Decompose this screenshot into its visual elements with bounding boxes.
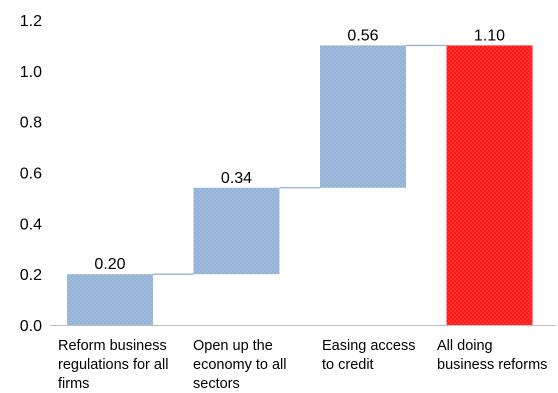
- increment-bar: [320, 45, 406, 188]
- data-label: 0.56: [347, 27, 378, 44]
- category-label: Open up the economy to all sectors: [193, 338, 287, 392]
- data-label: 1.10: [474, 27, 505, 44]
- total-bar: [446, 45, 533, 326]
- category-label: Reform business regulations for all firms: [58, 338, 168, 392]
- category-label-line: firms: [58, 376, 89, 392]
- category-label: Easing access to credit: [322, 338, 416, 373]
- category-label-line: Easing access: [322, 338, 416, 354]
- category-label-line: business reforms: [437, 357, 547, 373]
- data-label: 0.34: [221, 170, 252, 187]
- data-labels: 0.20 0.34 0.56 1.10: [94, 27, 505, 273]
- category-label-line: sectors: [193, 376, 240, 392]
- y-tick-label: 0.4: [20, 216, 42, 233]
- connector-lines: [153, 44, 447, 275]
- increment-bar: [67, 274, 153, 325]
- data-label: 0.20: [94, 256, 125, 273]
- bars: [67, 45, 533, 326]
- category-label-line: All doing: [437, 338, 493, 354]
- category-label-line: to credit: [322, 357, 374, 373]
- increment-bar: [193, 187, 280, 275]
- category-label: All doing business reforms: [437, 338, 547, 373]
- category-labels: Reform business regulations for all firms O…: [58, 338, 547, 392]
- category-label-line: regulations for all: [58, 357, 168, 373]
- y-axis: 0.0 0.2 0.4 0.6 0.8 1.0 1.2: [20, 13, 42, 335]
- y-tick-label: 0.6: [20, 166, 42, 183]
- y-tick-label: 0.8: [20, 115, 42, 132]
- y-tick-label: 0.2: [20, 267, 42, 284]
- y-tick-label: 0.0: [20, 318, 42, 335]
- category-label-line: Reform business: [58, 338, 167, 354]
- category-label-line: Open up the: [193, 338, 273, 354]
- category-label-line: economy to all: [193, 357, 287, 373]
- y-tick-label: 1.2: [20, 13, 42, 30]
- y-tick-label: 1.0: [20, 64, 42, 81]
